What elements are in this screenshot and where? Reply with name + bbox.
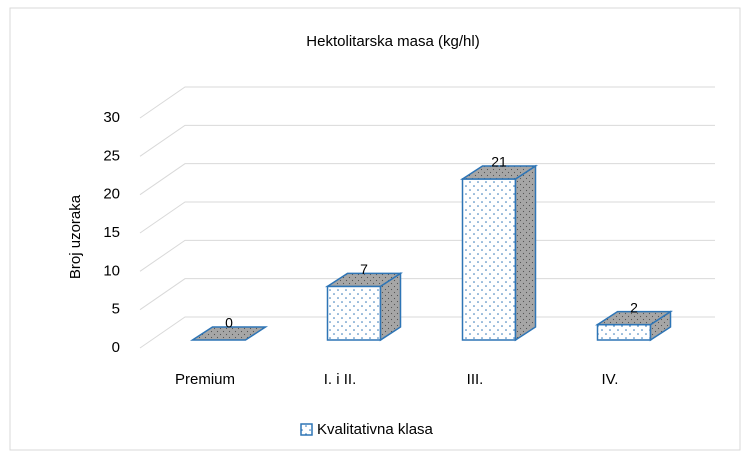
value-label: 0	[225, 315, 233, 331]
y-tick-label: 5	[112, 301, 120, 318]
x-tick-label: IV.	[602, 371, 619, 388]
bar-front	[461, 178, 517, 341]
bar-top	[594, 310, 674, 326]
x-tick-label: III.	[467, 371, 484, 388]
grid-line	[139, 86, 715, 119]
y-tick-label: 30	[103, 109, 120, 126]
bar	[594, 310, 674, 342]
bar-front	[326, 285, 382, 341]
grid-line	[139, 163, 715, 196]
y-tick-label: 0	[112, 339, 120, 356]
y-tick-label: 20	[103, 186, 120, 203]
x-tick-label: Premium	[175, 371, 235, 388]
grid-line	[139, 124, 715, 157]
x-tick-label: I. i II.	[324, 371, 357, 388]
chart-border	[9, 7, 741, 451]
bar	[459, 164, 539, 342]
bar-front	[596, 323, 652, 341]
bar-top	[324, 272, 404, 288]
bar-top	[189, 326, 269, 341]
y-axis-title: Broj uzoraka	[67, 194, 84, 279]
chart-title: Hektolitarska masa (kg/hl)	[306, 33, 479, 50]
y-tick-label: 10	[103, 262, 120, 279]
grid-line	[139, 316, 715, 349]
legend-label: Kvalitativna klasa	[317, 421, 434, 438]
grid-line	[139, 201, 715, 234]
value-label: 2	[630, 299, 638, 315]
bar	[324, 271, 404, 342]
bar-top	[459, 165, 539, 180]
legend-swatch	[300, 423, 313, 436]
value-label: 21	[491, 154, 507, 170]
y-tick-label: 15	[103, 224, 120, 241]
bar-side	[514, 164, 537, 342]
value-label: 7	[360, 261, 368, 277]
grid-line	[139, 239, 715, 272]
bar	[189, 326, 269, 341]
grid-line	[139, 278, 715, 311]
y-tick-label: 25	[103, 147, 120, 164]
